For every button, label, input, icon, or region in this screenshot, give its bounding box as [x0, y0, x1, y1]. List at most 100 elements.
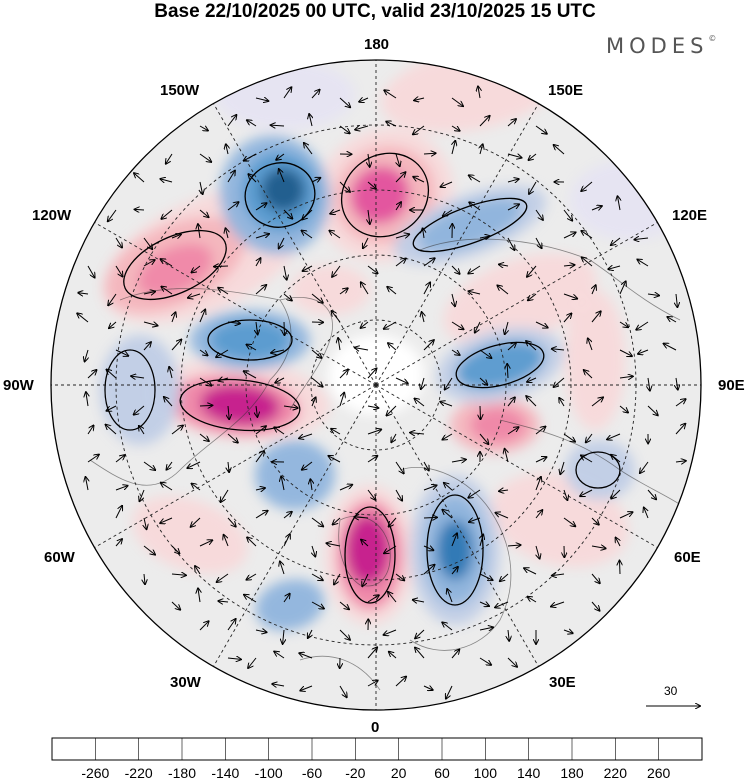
wind-arrow [248, 657, 257, 668]
wind-arrow [248, 174, 257, 183]
wind-arrow [647, 405, 658, 415]
wind-arrow [507, 237, 515, 250]
wind-arrow [479, 377, 487, 385]
wind-arrow [618, 196, 621, 211]
wind-arrow [283, 406, 298, 408]
wind-arrow [108, 293, 117, 305]
meridian-line [375, 384, 663, 551]
anomaly-blob [132, 496, 248, 574]
wind-arrow [284, 321, 285, 335]
wind-arrow [619, 281, 626, 295]
wind-arrow [497, 286, 509, 295]
wind-arrow [311, 601, 324, 609]
anomaly-blob [443, 253, 597, 347]
wind-arrow [339, 181, 350, 192]
anomaly-blob [456, 340, 544, 390]
wind-arrow [421, 377, 424, 389]
wind-arrow [480, 535, 483, 547]
wind-arrow [591, 206, 602, 210]
wind-arrow [143, 461, 155, 470]
wind-arrow [395, 234, 409, 238]
colorbar [51, 737, 703, 761]
wind-arrow [247, 537, 257, 547]
wind-arrow [339, 125, 350, 133]
colorbar-tick-label: -100 [254, 765, 283, 781]
wind-arrow [527, 378, 537, 382]
wind-arrow [468, 265, 481, 274]
wind-arrow [423, 461, 429, 470]
wind-arrow [554, 377, 565, 387]
wind-arrow [507, 343, 516, 351]
wind-arrow [224, 535, 229, 547]
wind-arrow [255, 451, 264, 463]
wind-arrow [368, 153, 370, 167]
lon-label-30e: 30E [549, 674, 576, 691]
wind-arrow [395, 172, 405, 183]
wind-arrow [387, 405, 397, 416]
wind-arrow [199, 153, 211, 162]
wind-arrow [367, 265, 378, 273]
wind-arrow [332, 311, 341, 323]
wind-arrow [244, 153, 257, 161]
wind-arrow [592, 285, 596, 295]
wind-arrow [199, 377, 211, 386]
wind-arrow [228, 405, 229, 419]
wind-arrow [279, 169, 285, 183]
wind-arrow [395, 489, 402, 501]
colorbar-tick-label: 220 [603, 765, 628, 781]
wind-arrow [227, 517, 236, 527]
wind-arrow [310, 479, 312, 491]
wind-arrow [387, 287, 397, 295]
wind-arrow [451, 533, 457, 547]
wind-arrow [647, 489, 656, 499]
wind-arrow [507, 397, 515, 407]
streamline [207, 319, 293, 361]
wind-arrow [611, 455, 621, 463]
wind-arrow [634, 238, 649, 240]
lon-label-150e: 150E [548, 82, 584, 99]
wind-arrow [192, 484, 201, 491]
wind-arrow [274, 427, 285, 435]
anomaly-blob [570, 160, 690, 240]
wind-arrow [469, 518, 481, 522]
wind-arrow [192, 265, 201, 273]
wind-arrow [161, 209, 173, 219]
wind-arrow [415, 629, 425, 638]
wind-arrow [199, 405, 212, 406]
wind-arrow [479, 433, 488, 444]
wind-arrow [367, 430, 381, 435]
wind-arrow [339, 393, 344, 407]
wind-arrow [637, 260, 649, 267]
wind-arrow [227, 658, 241, 659]
wind-arrow [451, 349, 460, 355]
wind-arrow [563, 232, 576, 239]
wind-arrow [616, 538, 620, 547]
wind-arrow [302, 209, 313, 219]
wind-arrow [505, 449, 508, 463]
wind-arrow [362, 573, 369, 586]
wind-arrow [611, 237, 621, 245]
wind-arrow [312, 545, 315, 557]
wind-arrow [443, 209, 453, 216]
wind-arrow [218, 601, 229, 602]
anomaly-blob [565, 290, 625, 430]
wind-arrow [551, 601, 565, 607]
colorbar-tick-label: -220 [124, 765, 153, 781]
wind-arrow [367, 406, 378, 408]
wind-arrow [535, 457, 547, 463]
wind-arrow [479, 602, 489, 606]
wind-arrow [115, 486, 128, 491]
wind-arrow [384, 545, 397, 553]
anomaly-fields [100, 60, 690, 631]
wind-arrow [415, 399, 425, 407]
wind-arrow [283, 629, 284, 644]
colorbar-tick-label: 20 [390, 765, 407, 781]
wind-arrow [619, 405, 628, 413]
wind-arrow [479, 349, 491, 358]
wind-arrow [143, 260, 155, 267]
wind-arrow [160, 179, 173, 182]
wind-arrow [339, 97, 350, 107]
wind-arrow [586, 433, 593, 442]
wind-arrow [227, 202, 239, 211]
wind-arrow [563, 433, 575, 442]
